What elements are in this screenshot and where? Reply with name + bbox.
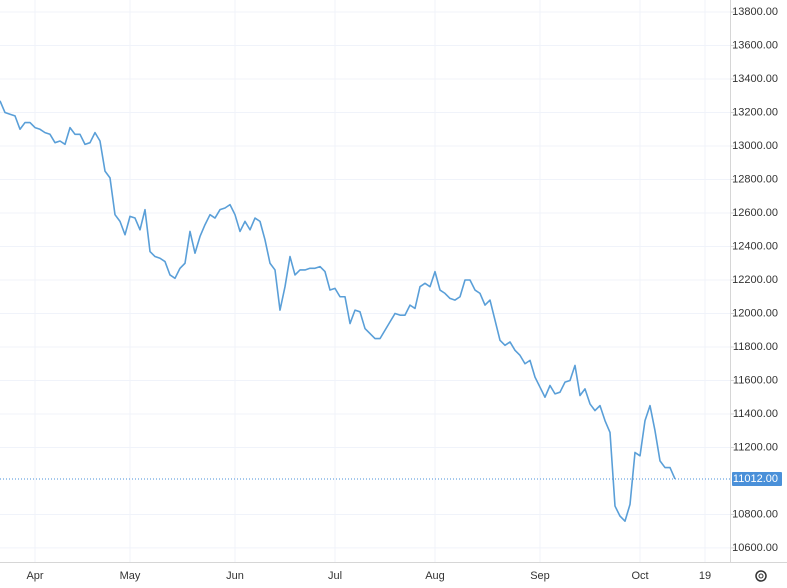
y-tick-label: 12400.00 (732, 240, 778, 252)
x-tick-label: Sep (530, 570, 550, 582)
y-tick-label: 11600.00 (733, 374, 778, 386)
y-tick-label: 11800.00 (733, 341, 778, 353)
last-price-label: 11012.00 (733, 473, 778, 485)
x-tick-label: Aug (425, 570, 445, 582)
gear[interactable] (755, 570, 767, 582)
y-tick-label: 10800.00 (732, 508, 778, 520)
y-tick-label: 12000.00 (732, 307, 778, 319)
y-tick-label: 12600.00 (732, 207, 778, 219)
x-tick-label: May (120, 570, 141, 582)
price-line (0, 100, 676, 522)
y-tick-label: 12800.00 (732, 173, 778, 185)
y-tick-label: 13600.00 (732, 39, 778, 51)
y-tick-label: 11200.00 (733, 441, 778, 453)
y-tick-label: 13000.00 (732, 140, 778, 152)
x-tick-label: Jul (328, 570, 342, 582)
x-tick-label: Oct (631, 570, 648, 582)
y-tick-label: 13200.00 (732, 106, 778, 118)
y-tick-label: 11400.00 (733, 408, 778, 420)
grid (0, 0, 730, 562)
settings-icon[interactable] (755, 570, 767, 582)
y-tick-label: 13800.00 (732, 6, 778, 18)
x-tick-label: Apr (26, 570, 43, 582)
gear-hub[interactable] (758, 573, 764, 579)
x-tick-label: 19 (699, 570, 711, 582)
y-tick-label: 12200.00 (732, 274, 778, 286)
x-tick-label: Jun (226, 570, 244, 582)
last-price-box (732, 471, 782, 486)
y-tick-label: 10600.00 (732, 542, 778, 554)
y-tick-label: 13400.00 (732, 73, 778, 85)
plot (0, 100, 676, 522)
